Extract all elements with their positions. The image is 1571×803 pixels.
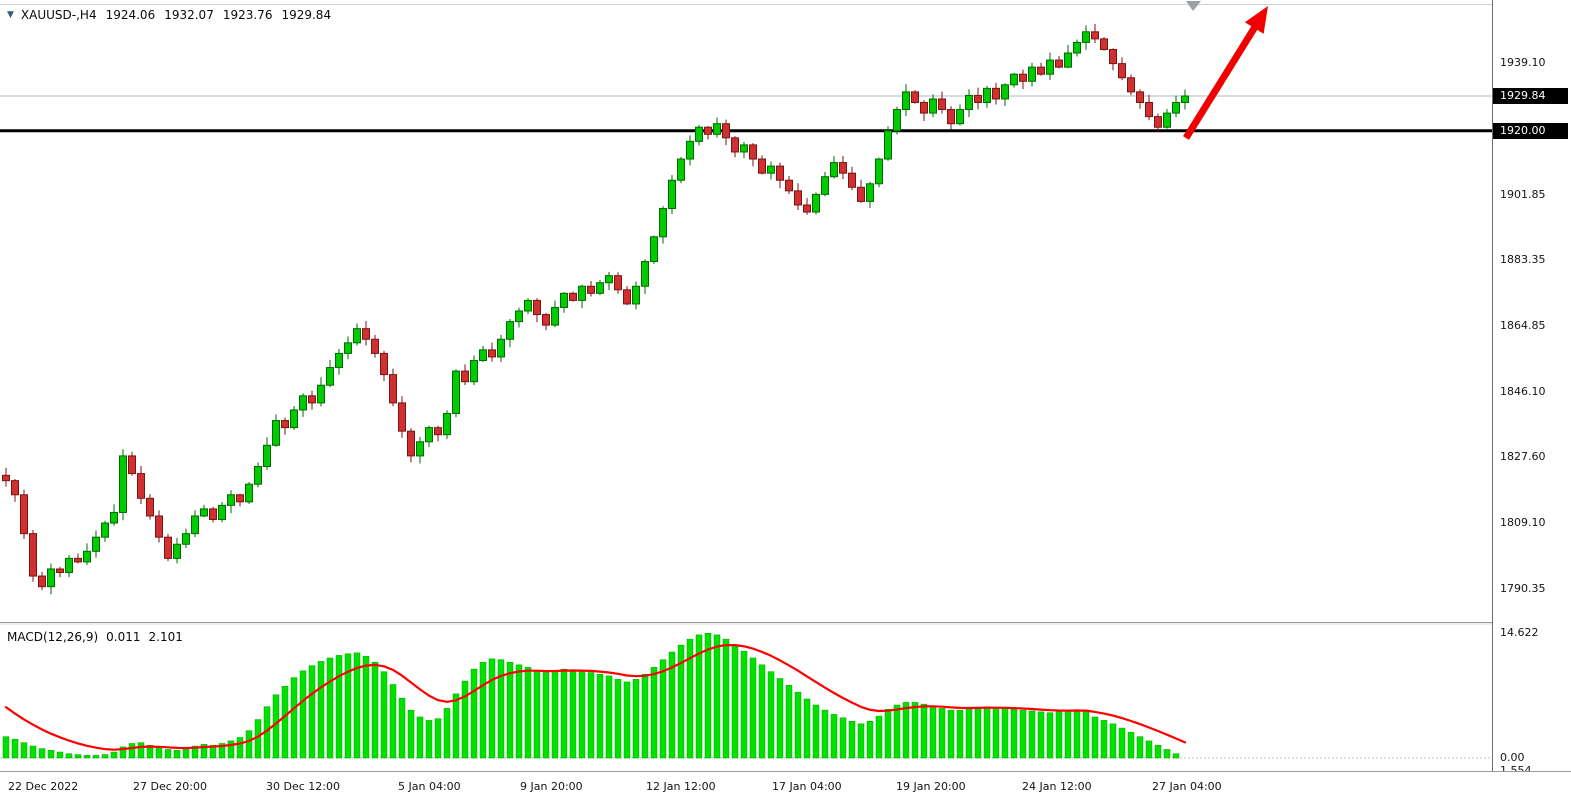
time-axis-label: 30 Dec 12:00 bbox=[266, 780, 340, 793]
price-axis-label: 1883.35 bbox=[1500, 253, 1546, 267]
time-axis-label: 27 Dec 20:00 bbox=[133, 780, 207, 793]
ohlc-open: 1924.06 bbox=[105, 8, 156, 22]
macd-main-value: 0.011 bbox=[106, 630, 141, 644]
price-tag: 1920.00 bbox=[1493, 122, 1568, 139]
price-axis-label: 1790.35 bbox=[1500, 581, 1546, 595]
price-axis-label: 1939.10 bbox=[1500, 56, 1546, 70]
panel-splitter[interactable] bbox=[0, 622, 1492, 625]
macd-histogram bbox=[2, 632, 1180, 759]
ohlc-high: 1932.07 bbox=[164, 8, 214, 22]
time-axis-label: 9 Jan 20:00 bbox=[520, 780, 583, 793]
time-axis-label: 27 Jan 04:00 bbox=[1152, 780, 1222, 793]
symbol-timeframe-label: XAUUSD-,H4 bbox=[20, 8, 97, 22]
price-axis-label: 1827.60 bbox=[1500, 450, 1546, 464]
macd-panel[interactable]: MACD(12,26,9) 0.011 2.101 bbox=[0, 625, 1492, 771]
macd-axis-label: 0.00 bbox=[1500, 751, 1525, 764]
price-axis-label: 1809.10 bbox=[1500, 515, 1546, 529]
price-axis-label: 1846.10 bbox=[1500, 384, 1546, 398]
time-axis-label: 22 Dec 2022 bbox=[8, 780, 79, 793]
candles bbox=[2, 23, 1189, 595]
price-axis-label: 1864.85 bbox=[1500, 318, 1546, 332]
ohlc-close: 1929.84 bbox=[281, 8, 332, 22]
price-axis[interactable]: 1939.10 1901.85 1883.35 1864.85 1846.10 1827.… bbox=[1492, 0, 1571, 777]
symbol-marker-icon: ▼ bbox=[7, 10, 14, 20]
trend-arrow-line[interactable] bbox=[1183, 21, 1260, 140]
window-top-border bbox=[0, 4, 1571, 5]
ohlc-low: 1923.76 bbox=[222, 8, 273, 22]
price-axis-label: 1901.85 bbox=[1500, 187, 1546, 201]
time-axis-label: 12 Jan 12:00 bbox=[646, 780, 716, 793]
macd-axis-label: 14.622 bbox=[1500, 626, 1539, 639]
macd-name: MACD(12,26,9) bbox=[7, 630, 99, 644]
chart-header: ▼ XAUUSD-,H4 1924.06 1932.07 1923.76 192… bbox=[7, 8, 331, 22]
macd-chart-svg[interactable] bbox=[0, 625, 1492, 771]
main-chart-panel[interactable]: ▼ XAUUSD-,H4 1924.06 1932.07 1923.76 192… bbox=[0, 0, 1492, 622]
macd-signal-value: 2.101 bbox=[148, 630, 183, 644]
price-chart-svg[interactable] bbox=[0, 0, 1492, 622]
time-axis[interactable]: 22 Dec 2022 27 Dec 20:00 30 Dec 12:00 5 Jan… bbox=[0, 771, 1571, 803]
macd-indicator-label: MACD(12,26,9) 0.011 2.101 bbox=[7, 630, 183, 644]
macd-signal-line bbox=[4, 644, 1187, 751]
time-axis-label: 17 Jan 04:00 bbox=[772, 780, 842, 793]
trend-arrow-head[interactable] bbox=[1244, 6, 1268, 34]
time-axis-label: 5 Jan 04:00 bbox=[398, 780, 461, 793]
time-axis-label: 19 Jan 20:00 bbox=[896, 780, 966, 793]
chart-shift-marker-icon[interactable] bbox=[1186, 1, 1201, 11]
time-axis-label: 24 Jan 12:00 bbox=[1022, 780, 1092, 793]
price-tag: 1929.84 bbox=[1493, 87, 1568, 104]
